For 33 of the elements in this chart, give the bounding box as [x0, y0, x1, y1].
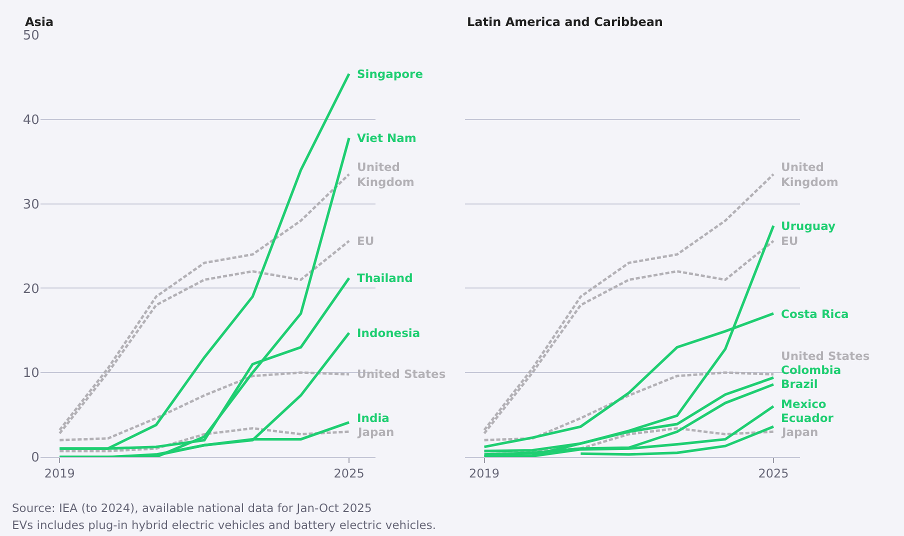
series-label: Viet Nam — [357, 131, 416, 145]
y-tick-label: 20 — [22, 282, 40, 297]
series-label: India — [357, 411, 390, 425]
x-tick-label: 2025 — [758, 466, 789, 480]
series-label: EU — [357, 234, 374, 248]
y-tick-label: 30 — [22, 197, 40, 212]
series-label: Japan — [357, 425, 394, 439]
y-tick-label: 0 — [31, 450, 40, 466]
series-label: Singapore — [357, 67, 424, 81]
x-tick-label: 2019 — [469, 466, 500, 480]
series-label: Mexico — [781, 397, 826, 411]
series-label: Brazil — [781, 377, 818, 391]
chart-title: Latin America and Caribbean — [467, 15, 663, 29]
series-label: United Kingdom — [357, 160, 414, 189]
series-label: Ecuador — [781, 411, 834, 425]
series-label: Japan — [781, 425, 818, 439]
series-label: United States — [781, 349, 870, 363]
chart-title: Asia — [25, 15, 54, 29]
x-tick-label: 2019 — [44, 466, 75, 480]
x-tick-label: 2025 — [334, 466, 364, 480]
y-tick-label: 10 — [22, 366, 40, 382]
source-note: Source: IEA (to 2024), available national data for Jan-Oct 2025 — [12, 501, 372, 515]
text: EVs includes plug-in hybrid electric vehicles and battery electric vehicles. — [12, 518, 436, 532]
y-tick-label: 40 — [22, 112, 40, 128]
series-label: United States — [357, 367, 446, 381]
series-label: Colombia — [781, 363, 842, 377]
series-label: Indonesia — [357, 326, 420, 340]
series-label: Thailand — [357, 271, 413, 285]
series-label: Costa Rica — [781, 307, 849, 321]
series-label: Uruguay — [781, 219, 836, 233]
series-label: EU — [781, 234, 798, 248]
series-label: United Kingdom — [781, 160, 838, 189]
y-tick-label: 50 — [22, 28, 40, 44]
